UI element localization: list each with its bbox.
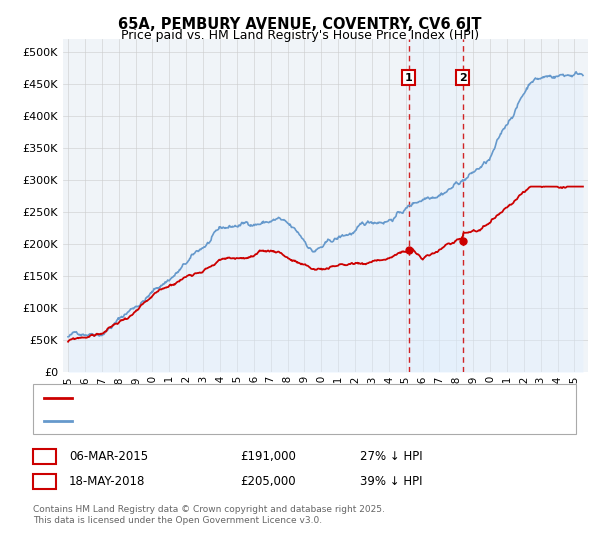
Text: 2: 2 [40,475,49,488]
Bar [409,39,463,372]
Text: Contains HM Land Registry data © Crown copyright and database right 2025.
This d: Contains HM Land Registry data © Crown c… [33,505,385,525]
Text: £205,000: £205,000 [240,475,296,488]
Text: 39% ↓ HPI: 39% ↓ HPI [360,475,422,488]
Text: 27% ↓ HPI: 27% ↓ HPI [360,450,422,463]
Text: HPI: Average price, detached house, Coventry: HPI: Average price, detached house, Cove… [78,416,335,426]
Text: 06-MAR-2015: 06-MAR-2015 [69,450,148,463]
Text: 65A, PEMBURY AVENUE, COVENTRY, CV6 6JT: 65A, PEMBURY AVENUE, COVENTRY, CV6 6JT [118,17,482,32]
Text: 18-MAY-2018: 18-MAY-2018 [69,475,145,488]
Text: 2: 2 [459,73,467,83]
Text: 1: 1 [405,73,413,83]
Text: 1: 1 [40,450,49,463]
Text: Price paid vs. HM Land Registry's House Price Index (HPI): Price paid vs. HM Land Registry's House … [121,29,479,42]
Text: 65A, PEMBURY AVENUE, COVENTRY, CV6 6JT (detached house): 65A, PEMBURY AVENUE, COVENTRY, CV6 6JT (… [78,393,427,403]
Text: £191,000: £191,000 [240,450,296,463]
